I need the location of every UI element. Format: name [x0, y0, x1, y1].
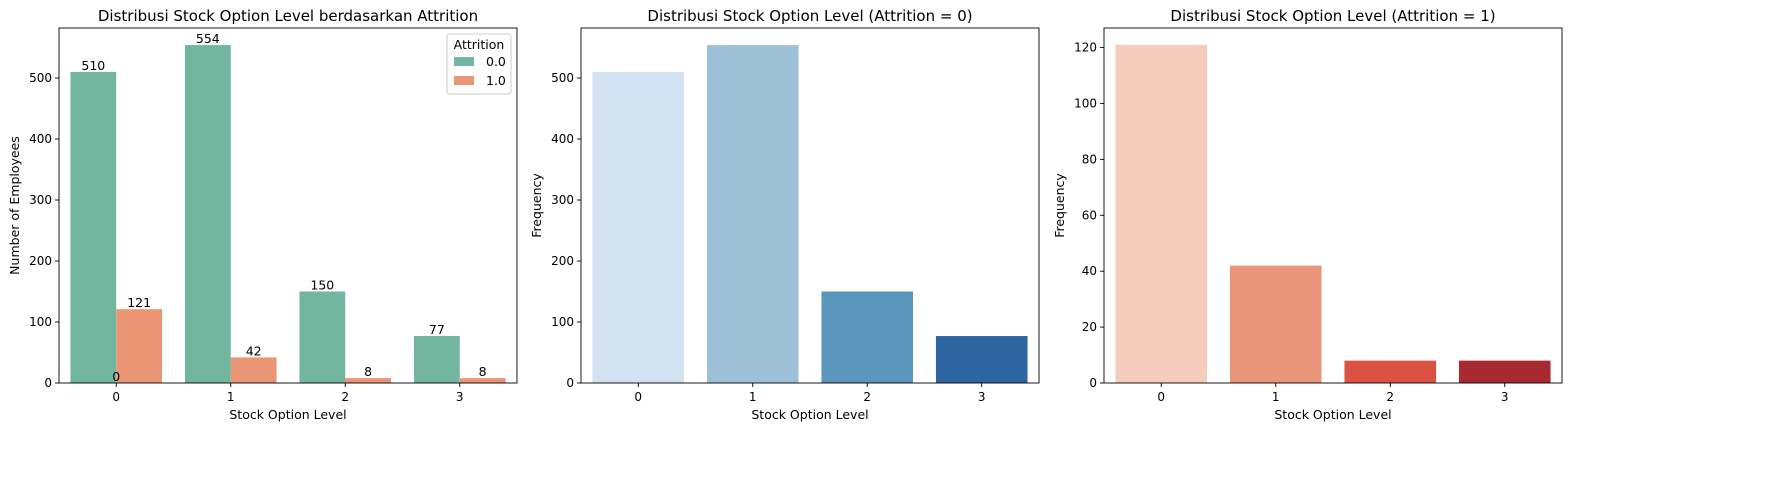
- bar-cat-2: [1344, 360, 1437, 383]
- x-tick-label: 3: [1501, 390, 1509, 404]
- y-axis-label: Number of Employees: [7, 136, 22, 275]
- bar-cat-1: [706, 45, 799, 383]
- y-tick-label: 80: [1082, 152, 1097, 166]
- y-axis-label: Frequency: [529, 173, 544, 238]
- chart-title: Distribusi Stock Option Level berdasarka…: [98, 7, 478, 25]
- plot-frame: [580, 27, 1040, 384]
- y-tick-label: 100: [29, 315, 52, 329]
- x-tick-label: 1: [749, 390, 757, 404]
- legend-swatch-1.0: [454, 76, 474, 85]
- x-tick-label: 0: [1157, 390, 1165, 404]
- y-tick-label: 400: [29, 132, 52, 146]
- y-tick-label: 200: [29, 254, 52, 268]
- bar-series-1.0-cat-2: [345, 378, 392, 383]
- data-label: 510: [81, 58, 105, 73]
- bar-series-0.0-cat-2: [299, 291, 346, 383]
- chart-title: Distribusi Stock Option Level (Attrition…: [1170, 7, 1495, 25]
- bar-series-0.0-cat-3: [413, 336, 460, 383]
- bar-cat-0: [1115, 44, 1208, 383]
- y-tick-label: 0: [1089, 376, 1097, 390]
- bar-series-1.0-cat-3: [459, 378, 506, 383]
- bar-cat-2: [821, 291, 914, 383]
- bar-series-0.0-cat-1: [184, 45, 231, 383]
- x-tick-label: 3: [978, 390, 986, 404]
- x-tick-label: 3: [456, 390, 464, 404]
- y-tick-label: 300: [551, 193, 574, 207]
- y-tick-label: 0: [566, 376, 574, 390]
- data-label: 121: [127, 295, 151, 310]
- x-axis-label: Stock Option Level: [229, 407, 346, 422]
- bar-series-1.0-cat-1: [230, 357, 277, 383]
- bar-series-0.0-cat-0: [70, 71, 117, 383]
- data-label: 8: [479, 364, 487, 379]
- x-tick-label: 2: [863, 390, 871, 404]
- data-label: 0: [112, 369, 120, 384]
- y-tick-label: 100: [1074, 96, 1097, 110]
- y-axis-label: Frequency: [1052, 173, 1067, 238]
- bar-cat-1: [1229, 265, 1322, 383]
- data-label: 150: [310, 278, 334, 293]
- legend: Attrition 0.0 1.0: [446, 33, 512, 95]
- y-tick-label: 40: [1082, 264, 1097, 278]
- x-tick-label: 1: [1272, 390, 1280, 404]
- x-tick-label: 0: [634, 390, 642, 404]
- x-tick-label: 2: [341, 390, 349, 404]
- y-tick-label: 200: [551, 254, 574, 268]
- x-axis-label: Stock Option Level: [1274, 407, 1391, 422]
- y-tick-label: 100: [551, 315, 574, 329]
- bar-cat-3: [935, 336, 1028, 383]
- plot-frame: [1103, 27, 1563, 384]
- y-tick-label: 120: [1074, 41, 1097, 55]
- chart-panel-2: Distribusi Stock Option Level (Attrition…: [529, 7, 1040, 422]
- x-axis-label: Stock Option Level: [751, 407, 868, 422]
- y-tick-label: 400: [551, 132, 574, 146]
- y-tick-label: 500: [29, 71, 52, 85]
- legend-label-1.0: 1.0: [486, 73, 506, 88]
- plot-frame: [58, 27, 518, 384]
- y-tick-label: 300: [29, 193, 52, 207]
- x-tick-label: 1: [227, 390, 235, 404]
- x-tick-label: 0: [112, 390, 120, 404]
- x-tick-label: 2: [1386, 390, 1394, 404]
- bar-cat-0: [592, 71, 685, 383]
- y-tick-label: 500: [551, 71, 574, 85]
- data-label: 8: [364, 364, 372, 379]
- chart-title: Distribusi Stock Option Level (Attrition…: [647, 7, 972, 25]
- y-tick-label: 0: [44, 376, 52, 390]
- bar-series-1.0-cat-0: [116, 309, 163, 383]
- legend-title: Attrition: [454, 37, 505, 52]
- bar-cat-3: [1458, 360, 1551, 383]
- data-label: 77: [429, 322, 445, 337]
- legend-swatch-0.0: [454, 57, 474, 66]
- data-label: 554: [196, 31, 220, 46]
- chart-panel-1: Distribusi Stock Option Level berdasarka…: [7, 7, 518, 422]
- legend-label-0.0: 0.0: [486, 54, 506, 69]
- y-tick-label: 60: [1082, 208, 1097, 222]
- data-label: 42: [246, 343, 262, 358]
- chart-panel-3: Distribusi Stock Option Level (Attrition…: [1052, 7, 1563, 422]
- y-tick-label: 20: [1082, 320, 1097, 334]
